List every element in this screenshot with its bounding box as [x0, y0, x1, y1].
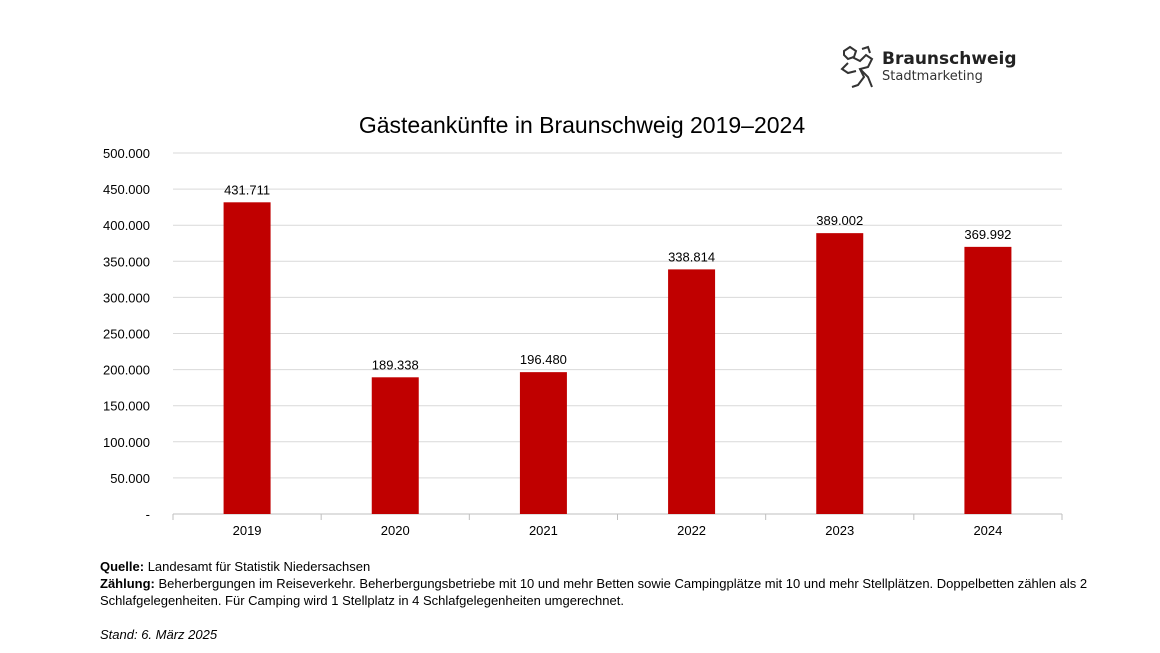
x-tick-label: 2024 — [973, 523, 1002, 538]
count-label: Zählung: — [100, 576, 155, 591]
data-label: 338.814 — [668, 249, 715, 264]
y-tick-label: 250.000 — [103, 327, 150, 342]
stand-date: Stand: 6. März 2025 — [100, 627, 218, 642]
bar-2019 — [223, 202, 271, 514]
bar-2022 — [668, 269, 716, 514]
x-tick-label: 2021 — [529, 523, 558, 538]
data-label: 369.992 — [964, 227, 1011, 242]
y-tick-label: 450.000 — [103, 182, 150, 197]
logo-brand: Braunschweig — [882, 49, 1017, 69]
lion-icon — [840, 45, 874, 88]
chart-footnote: Quelle: Landesamt für Statistik Niedersa… — [100, 558, 1105, 643]
data-label: 431.711 — [224, 182, 270, 197]
x-tick-label: 2020 — [381, 523, 410, 538]
y-tick-label: - — [146, 507, 150, 522]
data-label: 196.480 — [520, 352, 567, 367]
x-tick-label: 2023 — [825, 523, 854, 538]
bar-2024 — [964, 246, 1012, 514]
logo-subtitle: Stadtmarketing — [882, 69, 983, 84]
y-tick-label: 300.000 — [103, 290, 150, 305]
bar-2023 — [816, 233, 864, 514]
y-tick-label: 350.000 — [103, 254, 150, 269]
y-tick-label: 400.000 — [103, 218, 150, 233]
y-tick-label: 150.000 — [103, 399, 150, 414]
bar-2021 — [519, 372, 567, 514]
data-label: 189.338 — [372, 357, 419, 372]
y-tick-label: 100.000 — [103, 435, 150, 450]
chart-title: Gästeankünfte in Braunschweig 2019–2024 — [359, 112, 805, 138]
braunschweig-logo: Braunschweig Stadtmarketing — [838, 43, 1017, 91]
source-line: Quelle: Landesamt für Statistik Niedersa… — [100, 558, 1105, 575]
count-text: Beherbergungen im Reiseverkehr. Beherber… — [100, 576, 1088, 608]
y-tick-label: 50.000 — [110, 471, 150, 486]
bar-2020 — [371, 377, 419, 514]
y-tick-label: 200.000 — [103, 363, 150, 378]
bar-chart: Gästeankünfte in Braunschweig 2019–2024 … — [103, 112, 1063, 538]
data-label: 389.002 — [816, 213, 863, 228]
x-tick-label: 2022 — [677, 523, 706, 538]
source-text: Landesamt für Statistik Niedersachsen — [144, 559, 371, 574]
source-label: Quelle: — [100, 559, 145, 574]
count-line: Zählung: Beherbergungen im Reiseverkehr.… — [100, 575, 1105, 609]
y-tick-label: 500.000 — [103, 146, 150, 161]
x-tick-label: 2019 — [233, 523, 262, 538]
